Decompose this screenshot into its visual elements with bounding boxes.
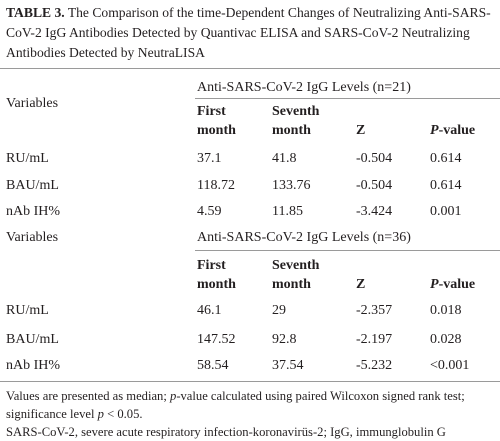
cell-value: 41.8 [272,151,297,166]
bottom-rule [0,381,500,382]
column-header: First month [197,104,236,138]
column-header-part: -value [438,123,476,138]
footnote: SARS-CoV-2, severe acute respiratory inf… [6,423,498,441]
table-label: TABLE 3. [6,5,65,20]
cell-value: 133.76 [272,178,311,193]
table-caption: TABLE 3. The Comparison of the time-Depe… [6,3,494,63]
cell-value: 0.028 [430,332,462,347]
column-header: P-value [430,275,498,294]
cell-value: -0.504 [356,151,393,166]
cell-value: 58.54 [197,358,229,373]
row-label: RU/mL [6,151,49,166]
row-label: BAU/mL [6,178,59,193]
variables-label: Variables [6,230,59,245]
cell-value: 118.72 [197,178,235,193]
cell-value: 46.1 [197,303,222,318]
group-rule [195,250,500,251]
footnote-italic: p [97,407,104,421]
column-header: P-value [430,121,498,140]
cell-value: 92.8 [272,332,297,347]
cell-value: 0.018 [430,303,462,318]
row-label: nAb IH% [6,204,61,219]
cell-value: 147.52 [197,332,236,347]
cell-value: -0.504 [356,178,393,193]
cell-value: -5.232 [356,358,393,373]
cell-value: <0.001 [430,358,470,373]
column-header-part: P [430,277,439,292]
row-label: RU/mL [6,303,49,318]
cell-value: 4.59 [197,204,222,219]
group-label: Anti-SARS-CoV-2 IgG Levels (n=21) [197,80,411,95]
footnote: Values are presented as median; p-value … [6,387,498,423]
cell-value: -3.424 [356,204,393,219]
column-header-part: -value [438,277,476,292]
variables-label: Variables [6,96,59,111]
column-header: Z [356,123,366,138]
top-rule [0,68,500,69]
cell-value: -2.197 [356,332,393,347]
row-label: nAb IH% [6,358,61,373]
footnote-text: Values are presented as median; [6,389,171,403]
table-title: The Comparison of the time-Dependent Cha… [6,5,491,60]
cell-value: 0.001 [430,204,462,219]
column-header: Z [356,277,366,292]
footnote-text: SARS-CoV-2, severe acute respiratory inf… [6,425,446,439]
cell-value: 0.614 [430,151,462,166]
column-header-part: P [430,123,439,138]
footnote-text: < 0.05. [103,407,143,421]
cell-value: 29 [272,303,286,318]
column-header: Seventh month [272,258,320,292]
cell-value: 0.614 [430,178,462,193]
footnote-text: -value calculated using paired Wilcoxon … [6,389,465,421]
column-header: Seventh month [272,104,320,138]
cell-value: 11.85 [272,204,303,219]
cell-value: -2.357 [356,303,393,318]
group-rule [195,98,500,99]
cell-value: 37.54 [272,358,304,373]
footnote-italic: p [170,389,177,403]
row-label: BAU/mL [6,332,59,347]
cell-value: 37.1 [197,151,222,166]
column-header: First month [197,258,236,292]
group-label: Anti-SARS-CoV-2 IgG Levels (n=36) [197,230,411,245]
